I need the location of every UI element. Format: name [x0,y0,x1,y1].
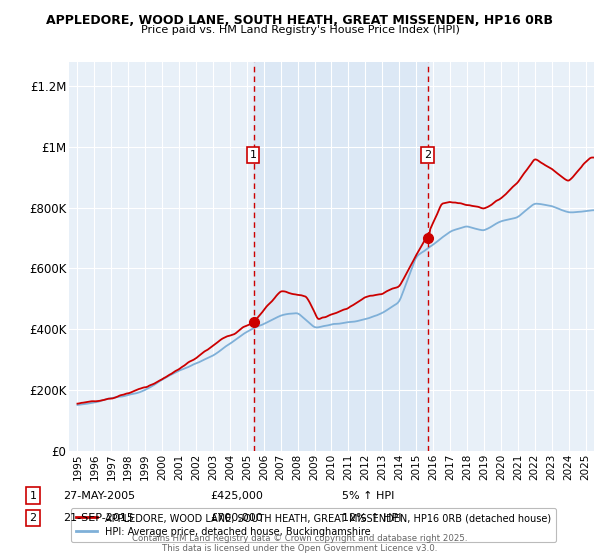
Text: Price paid vs. HM Land Registry's House Price Index (HPI): Price paid vs. HM Land Registry's House … [140,25,460,35]
Text: 5% ↑ HPI: 5% ↑ HPI [342,491,394,501]
Text: 2: 2 [424,150,431,160]
Text: 21-SEP-2015: 21-SEP-2015 [63,513,134,523]
Text: 27-MAY-2005: 27-MAY-2005 [63,491,135,501]
Text: APPLEDORE, WOOD LANE, SOUTH HEATH, GREAT MISSENDEN, HP16 0RB: APPLEDORE, WOOD LANE, SOUTH HEATH, GREAT… [47,14,554,27]
Text: 1: 1 [250,150,256,160]
Text: £700,000: £700,000 [210,513,263,523]
Text: 12% ↑ HPI: 12% ↑ HPI [342,513,401,523]
Text: 1: 1 [29,491,37,501]
Text: Contains HM Land Registry data © Crown copyright and database right 2025.
This d: Contains HM Land Registry data © Crown c… [132,534,468,553]
Text: 2: 2 [29,513,37,523]
Legend: APPLEDORE, WOOD LANE, SOUTH HEATH, GREAT MISSENDEN, HP16 0RB (detached house), H: APPLEDORE, WOOD LANE, SOUTH HEATH, GREAT… [71,508,556,542]
Bar [254,62,428,451]
Text: £425,000: £425,000 [210,491,263,501]
